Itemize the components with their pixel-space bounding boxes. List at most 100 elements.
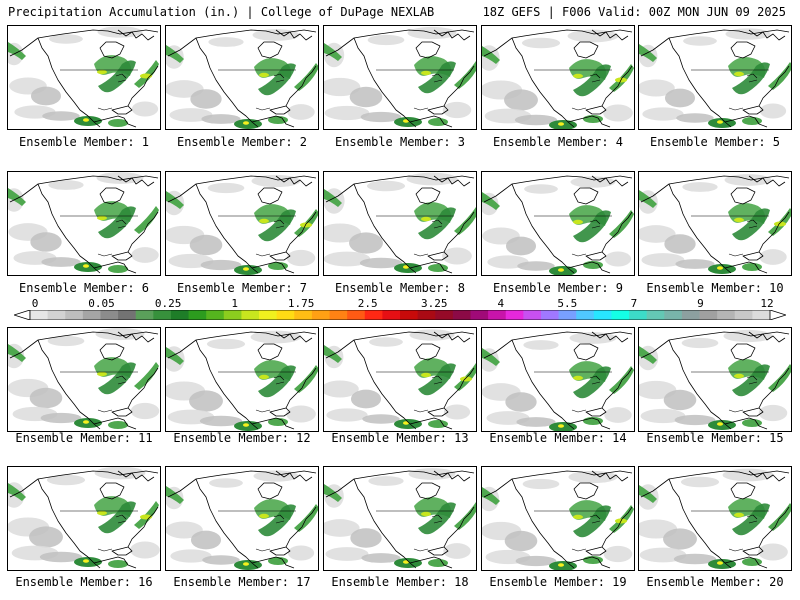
coastline-outline: [167, 470, 317, 569]
ensemble-member-caption: Ensemble Member: 9: [492, 281, 624, 295]
colorbar-swatch: [347, 310, 366, 320]
ensemble-member-caption: Ensemble Member: 16: [15, 575, 153, 589]
coastline-outline: [640, 175, 790, 274]
ensemble-member-caption: Ensemble Member: 3: [334, 135, 466, 149]
ensemble-member-caption: Ensemble Member: 14: [489, 431, 627, 445]
colorbar-tick-label: 7: [630, 297, 638, 310]
colorbar-swatch: [646, 310, 665, 320]
colorbar-swatch: [629, 310, 648, 320]
ensemble-map-panel: [165, 327, 319, 432]
colorbar-swatch: [664, 310, 683, 320]
colorbar-swatch: [382, 310, 401, 320]
member-map: [639, 174, 791, 274]
precip-field: [482, 332, 634, 431]
member-map: [639, 329, 791, 430]
precip-field: [324, 468, 476, 568]
ensemble-map-panel: [323, 25, 477, 130]
precip-field: [8, 26, 159, 127]
ensemble-map-panel: [481, 327, 635, 432]
colorbar-swatch: [65, 310, 84, 320]
header-title: Precipitation Accumulation (in.) | Colle…: [8, 5, 435, 19]
colorbar-swatch: [417, 310, 436, 320]
precip-field: [8, 467, 160, 568]
ensemble-map-panel: [7, 25, 161, 130]
precip-field: [324, 172, 476, 273]
colorbar-swatch: [30, 310, 49, 320]
member-map: [324, 26, 476, 128]
precip-field: [8, 172, 159, 273]
member-map: [166, 330, 318, 431]
ensemble-member-caption: Ensemble Member: 15: [646, 431, 784, 445]
member-map: [482, 29, 634, 129]
colorbar-tick-label: 3.25: [421, 297, 448, 310]
ensemble-member-caption: Ensemble Member: 18: [331, 575, 469, 589]
colorbar-tick-label: 1: [231, 297, 238, 310]
precip-field: [639, 329, 791, 430]
ensemble-map-panel: [323, 466, 477, 571]
coastline-outline: [167, 29, 317, 128]
ensemble-map-panel: [323, 327, 477, 432]
coastline-outline: [640, 331, 790, 430]
colorbar-swatch: [118, 310, 137, 320]
colorbar-swatch: [681, 310, 701, 320]
ensemble-map-panel: [638, 25, 792, 130]
ensemble-map-panel: [165, 171, 319, 276]
ensemble-map-panel: [165, 466, 319, 571]
colorbar-tick-label: 0: [31, 297, 39, 310]
colorbar-tick-label: 0.05: [88, 297, 115, 310]
ensemble-member-caption: Ensemble Member: 12: [173, 431, 311, 445]
ensemble-map-panel: [638, 171, 792, 276]
coastline-outline: [640, 29, 790, 128]
coastline-outline: [325, 470, 475, 569]
colorbar-labels: 0 0.05 0.25 1 1.75 2.5 3.25 4 5.5 7 9 12: [0, 298, 800, 310]
precip-field: [639, 468, 791, 569]
member-map: [324, 329, 476, 430]
coastline-outline: [640, 470, 790, 569]
ensemble-map-panel: [7, 171, 161, 276]
coastline-outline: [483, 331, 633, 430]
ensemble-map-panel: [481, 25, 635, 130]
member-map: [482, 331, 634, 431]
member-map: [166, 29, 318, 129]
coastline-outline: [9, 470, 159, 569]
ensemble-map-panel: [7, 466, 161, 571]
precip-field: [482, 176, 634, 275]
ensemble-member-caption: Ensemble Member: 10: [646, 281, 784, 295]
ensemble-member-caption: Ensemble Member: 20: [646, 575, 784, 589]
precip-field: [166, 174, 318, 275]
colorbar-tick-label: 12: [760, 297, 774, 310]
colorbar-swatch: [752, 310, 771, 320]
coastline-outline: [9, 29, 159, 128]
colorbar-swatch: [558, 310, 577, 320]
header-valid-time: 18Z GEFS | F006 Valid: 00Z MON JUN 09 20…: [482, 5, 786, 19]
colorbar-low-arrow: [14, 310, 31, 320]
ensemble-member-caption: Ensemble Member: 5: [649, 135, 781, 149]
member-map: [482, 470, 634, 570]
colorbar-swatch: [611, 310, 630, 320]
ensemble-member-caption: Ensemble Member: 8: [334, 281, 466, 295]
coastline-outline: [483, 470, 633, 569]
coastline-outline: [483, 29, 633, 128]
member-map: [8, 328, 160, 430]
precip-field: [324, 26, 476, 127]
precip-field: [639, 174, 791, 274]
precip-field: [482, 470, 634, 570]
colorbar-swatch: [435, 310, 454, 320]
coastline-outline: [483, 175, 633, 274]
colorbar-swatch: [593, 310, 612, 320]
coastline-outline: [325, 29, 475, 128]
colorbar-swatch: [452, 310, 471, 320]
colorbar-tick-label: 1.75: [287, 297, 315, 310]
colorbar-tick-label: 0.25: [154, 297, 182, 310]
precip-field: [166, 470, 318, 570]
coastline-outline: [167, 331, 317, 430]
member-map: [324, 468, 476, 569]
colorbar-swatch: [540, 310, 560, 320]
colorbar-swatch: [188, 310, 207, 320]
ensemble-member-caption: Ensemble Member: 7: [176, 281, 308, 295]
ensemble-member-caption: Ensemble Member: 17: [173, 575, 311, 589]
colorbar-swatch: [734, 310, 753, 320]
ensemble-member-caption: Ensemble Member: 13: [331, 431, 469, 445]
member-map: [639, 28, 791, 128]
colorbar-swatch: [259, 310, 278, 320]
